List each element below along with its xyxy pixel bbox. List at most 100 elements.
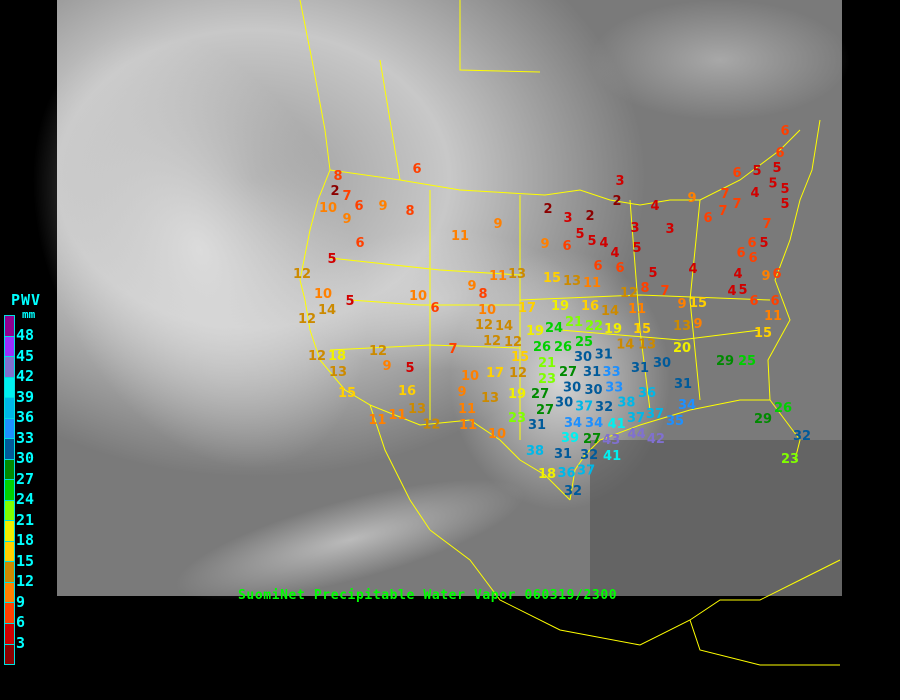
map-caption: SuomiNet Precipitable Water Vapor 060319… xyxy=(238,588,618,603)
east-coast xyxy=(767,119,821,401)
west-coast xyxy=(299,0,431,531)
station-value: 5 xyxy=(405,361,414,376)
legend-tick-label: 6 xyxy=(16,613,26,632)
station-value: 5 xyxy=(759,236,768,251)
station-value: 25 xyxy=(575,335,593,350)
station-value: 12 xyxy=(475,318,493,333)
station-value: 4 xyxy=(610,246,619,261)
station-value: 10 xyxy=(409,289,427,304)
legend-swatch xyxy=(5,562,14,583)
station-value: 6 xyxy=(430,301,439,316)
station-value: 41 xyxy=(608,417,626,432)
station-value: 6 xyxy=(412,162,421,177)
station-value: 12 xyxy=(293,267,311,282)
state-line xyxy=(329,257,521,276)
station-value: 19 xyxy=(551,299,569,314)
station-value: 13 xyxy=(638,338,656,353)
legend-color-bar xyxy=(4,315,15,665)
station-value: 4 xyxy=(733,267,742,282)
station-value: 30 xyxy=(653,356,671,371)
station-value: 9 xyxy=(467,279,476,294)
station-value: 9 xyxy=(761,269,770,284)
legend-swatch xyxy=(5,336,14,358)
station-value: 2 xyxy=(330,184,339,199)
station-value: 10 xyxy=(314,287,332,302)
station-value: 30 xyxy=(563,381,581,396)
station-value: 12 xyxy=(422,417,440,432)
station-value: 7 xyxy=(448,342,457,357)
station-value: 12 xyxy=(504,335,522,350)
station-value: 4 xyxy=(650,199,659,214)
station-value: 11 xyxy=(459,418,477,433)
station-value: 9 xyxy=(687,191,696,206)
legend-unit: mm xyxy=(22,308,36,321)
legend-swatch xyxy=(5,603,14,624)
station-value: 9 xyxy=(382,359,391,374)
legend-swatch xyxy=(5,541,14,563)
station-value: 5 xyxy=(575,227,584,242)
station-value: 5 xyxy=(587,234,596,249)
station-value: 5 xyxy=(632,241,641,256)
station-value: 13 xyxy=(329,365,347,380)
station-value: 8 xyxy=(478,287,487,302)
state-line xyxy=(519,294,771,301)
legend-tick-label: 33 xyxy=(16,428,35,447)
legend-tick-label: 27 xyxy=(16,469,35,488)
station-value: 14 xyxy=(495,319,513,334)
state-line xyxy=(459,0,541,73)
station-value: 23 xyxy=(508,411,526,426)
legend-swatch xyxy=(5,418,14,440)
state-line xyxy=(629,199,651,411)
gulf-coast xyxy=(569,399,801,501)
mexico-border xyxy=(369,404,571,501)
station-value: 34 xyxy=(678,398,696,413)
station-value: 9 xyxy=(540,237,549,252)
station-value: 31 xyxy=(674,377,692,392)
station-value: 32 xyxy=(793,429,811,444)
station-value: 16 xyxy=(581,299,599,314)
station-value: 14 xyxy=(318,303,336,318)
station-value: 27 xyxy=(559,365,577,380)
station-value: 7 xyxy=(660,284,669,299)
station-value: 5 xyxy=(738,283,747,298)
station-value: 17 xyxy=(518,301,536,316)
legend-tick-label: 24 xyxy=(16,490,35,509)
station-value: 4 xyxy=(727,284,736,299)
station-value: 41 xyxy=(603,449,621,464)
legend-tick-label: 18 xyxy=(16,531,35,550)
station-value: 27 xyxy=(536,403,554,418)
station-value: 22 xyxy=(585,319,603,334)
station-value: 31 xyxy=(595,347,613,362)
station-value: 24 xyxy=(545,321,563,336)
station-value: 31 xyxy=(528,418,546,433)
station-value: 4 xyxy=(688,262,697,277)
station-value: 10 xyxy=(488,427,506,442)
station-value: 5 xyxy=(772,161,781,176)
station-value: 15 xyxy=(511,350,529,365)
station-value: 26 xyxy=(554,340,572,355)
station-value: 13 xyxy=(408,402,426,417)
legend-swatch xyxy=(5,459,14,481)
station-value: 6 xyxy=(562,239,571,254)
legend-tick-label: 12 xyxy=(16,572,35,591)
station-value: 3 xyxy=(615,174,624,189)
state-line xyxy=(559,329,761,341)
station-value: 12 xyxy=(483,334,501,349)
legend-tick-label: 3 xyxy=(16,633,26,652)
mexico-coast xyxy=(429,529,841,646)
station-value: 19 xyxy=(526,324,544,339)
station-value: 29 xyxy=(716,354,734,369)
station-value: 32 xyxy=(595,400,613,415)
station-value: 4 xyxy=(599,236,608,251)
station-value: 7 xyxy=(732,197,741,212)
legend-swatch xyxy=(5,644,14,665)
station-value: 17 xyxy=(486,366,504,381)
station-value: 30 xyxy=(574,350,592,365)
station-value: 33 xyxy=(603,365,621,380)
station-value: 38 xyxy=(526,444,544,459)
station-value: 10 xyxy=(319,201,337,216)
station-value: 2 xyxy=(612,194,621,209)
station-value: 12 xyxy=(509,366,527,381)
station-value: 11 xyxy=(628,302,646,317)
